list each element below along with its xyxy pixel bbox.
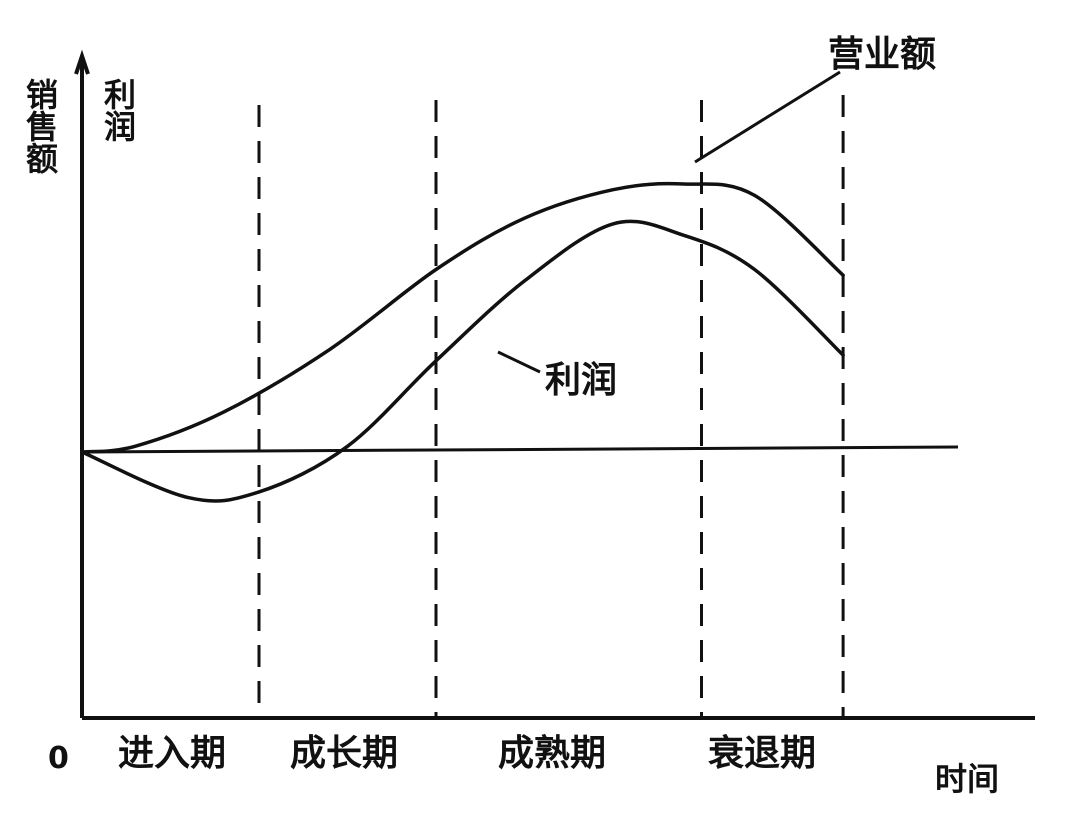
series-label-sales: 营业额 xyxy=(828,34,936,75)
zero-line xyxy=(81,445,959,454)
stage-label-maturity: 成熟期 xyxy=(498,733,606,774)
profit-leader-line xyxy=(497,350,541,374)
sales-leader-line xyxy=(694,70,841,164)
series-label-profit: 利润 xyxy=(545,360,617,401)
stage-dividers xyxy=(257,95,845,718)
origin-label: 0 xyxy=(48,741,69,776)
curves xyxy=(80,181,845,503)
stage-label-growth: 成长期 xyxy=(290,733,398,774)
sales-curve xyxy=(80,181,845,454)
stage-label-introduction: 进入期 xyxy=(118,733,226,774)
x-axis-label: 时间 xyxy=(935,760,999,798)
y-axis-label-right: 利润 xyxy=(99,78,137,142)
y-axis-label-left: 销售额 xyxy=(21,78,59,175)
y-axis-arrow xyxy=(74,49,90,75)
profit-curve xyxy=(80,219,845,503)
stage-label-decline: 衰退期 xyxy=(708,733,816,774)
